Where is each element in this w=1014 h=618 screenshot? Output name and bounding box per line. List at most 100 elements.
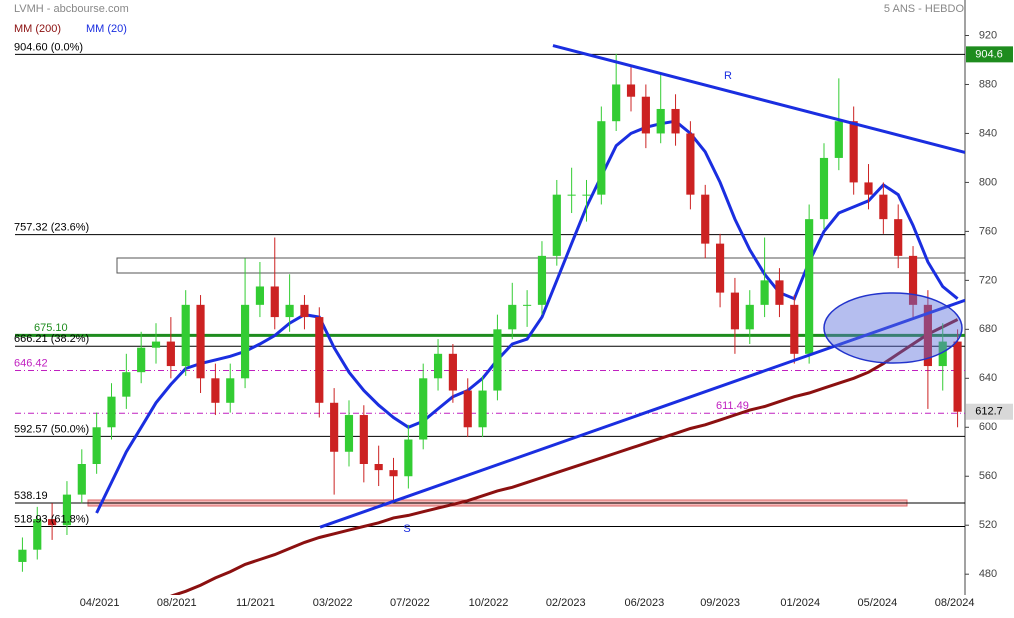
level-label: 611.49 xyxy=(716,400,749,412)
candle-body xyxy=(626,84,636,97)
candle-body xyxy=(508,304,517,330)
y-tick-label: 760 xyxy=(979,225,997,237)
level-label: 666.21 (38.2%) xyxy=(14,333,89,345)
candle-body xyxy=(107,396,116,428)
candle-body xyxy=(359,415,368,465)
candle-body xyxy=(404,439,413,477)
candle-body xyxy=(330,402,339,452)
candle-body xyxy=(344,415,354,452)
price-tag xyxy=(966,46,1013,63)
candle-body xyxy=(790,304,799,354)
candle-body xyxy=(62,494,72,526)
x-tick-label: 04/2021 xyxy=(80,597,120,609)
candle-body xyxy=(18,549,27,562)
y-tick-label: 840 xyxy=(979,127,997,139)
candle-body xyxy=(715,243,725,293)
y-tick-label: 520 xyxy=(979,519,997,531)
moving-average xyxy=(170,318,959,595)
y-tick-label: 480 xyxy=(979,568,997,580)
level-label: 675.10 xyxy=(34,322,68,334)
trendline xyxy=(319,298,965,529)
candle-body xyxy=(448,353,457,391)
x-tick-label: 11/2021 xyxy=(236,597,275,609)
candle-body xyxy=(419,378,428,440)
candle-body xyxy=(760,280,769,305)
candle-body xyxy=(493,329,502,391)
candle-body xyxy=(597,121,606,195)
y-tick-label: 560 xyxy=(979,470,997,482)
highlight-ellipse xyxy=(823,292,963,364)
candle-body xyxy=(181,304,190,367)
candle-body xyxy=(938,341,947,367)
candle-body xyxy=(48,519,57,526)
legend-entry: MM (200) xyxy=(14,23,61,35)
candle-body xyxy=(211,378,220,403)
level-label: 904.60 (0.0%) xyxy=(14,41,83,53)
legend-entry: MM (20) xyxy=(86,23,127,35)
y-tick-label: 800 xyxy=(979,176,997,188)
level-label: 646.42 xyxy=(14,357,48,369)
candle-body xyxy=(879,194,888,220)
candle-body xyxy=(730,292,740,330)
candle-body xyxy=(33,519,42,550)
candle-body xyxy=(537,255,547,305)
candle-body xyxy=(433,353,443,379)
candle-body xyxy=(671,108,680,134)
candle-body xyxy=(923,304,932,367)
candle-body xyxy=(463,390,472,428)
y-tick-label: 720 xyxy=(979,274,997,286)
x-tick-label: 06/2023 xyxy=(624,597,664,609)
candle-body xyxy=(612,84,621,122)
candle-body xyxy=(834,121,843,158)
candle-body xyxy=(775,280,784,305)
x-tick-label: 08/2024 xyxy=(935,597,975,609)
trendline xyxy=(552,44,965,154)
x-tick-label: 07/2022 xyxy=(390,597,430,609)
candle-body xyxy=(908,255,918,305)
x-tick-label: 09/2023 xyxy=(700,597,740,609)
candle-body xyxy=(285,304,294,318)
y-tick-label: 680 xyxy=(979,323,997,335)
candle-body xyxy=(686,133,695,195)
candle-body xyxy=(240,304,250,379)
plot-area xyxy=(15,44,965,595)
candle-body xyxy=(77,464,86,495)
candle-body xyxy=(864,182,873,195)
candle-body xyxy=(226,378,235,403)
candle-body xyxy=(701,194,710,244)
price-tag-label: 612.7 xyxy=(975,406,1003,418)
y-tick-label: 600 xyxy=(979,421,997,433)
candle-body xyxy=(745,304,754,330)
candle-body xyxy=(300,304,309,318)
x-tick-label: 02/2023 xyxy=(546,597,586,609)
candle-body xyxy=(656,108,665,134)
candle-body xyxy=(894,219,903,256)
x-tick-label: 01/2024 xyxy=(780,597,820,609)
candle-body xyxy=(315,317,324,403)
candle-body xyxy=(523,304,532,306)
candle-body xyxy=(374,464,383,471)
price-tag xyxy=(966,403,1013,420)
candle-body xyxy=(92,427,101,465)
candle-body xyxy=(953,341,962,412)
candle-body xyxy=(151,341,161,348)
candle-body xyxy=(641,96,650,134)
trendline-label: R xyxy=(724,70,732,82)
level-label: 757.32 (23.6%) xyxy=(14,222,89,234)
level-label: 538.19 xyxy=(14,490,48,502)
level-label: 518.93 (61.8%) xyxy=(14,513,89,525)
candle-body xyxy=(389,470,398,477)
candle-body xyxy=(137,347,146,373)
candle-body xyxy=(819,157,829,220)
legend: MM (200) MM (20) xyxy=(14,23,127,35)
candle-body xyxy=(166,341,175,367)
candle-body xyxy=(196,304,205,379)
period: 5 ANS - HEBDO xyxy=(884,3,965,15)
candle-body xyxy=(567,194,576,196)
y-tick-label: 920 xyxy=(979,29,997,41)
trendline-label: S xyxy=(403,523,410,535)
price-tag-label: 904.6 xyxy=(975,48,1003,60)
candle-body xyxy=(478,390,487,428)
x-tick-label: 08/2021 xyxy=(157,597,197,609)
